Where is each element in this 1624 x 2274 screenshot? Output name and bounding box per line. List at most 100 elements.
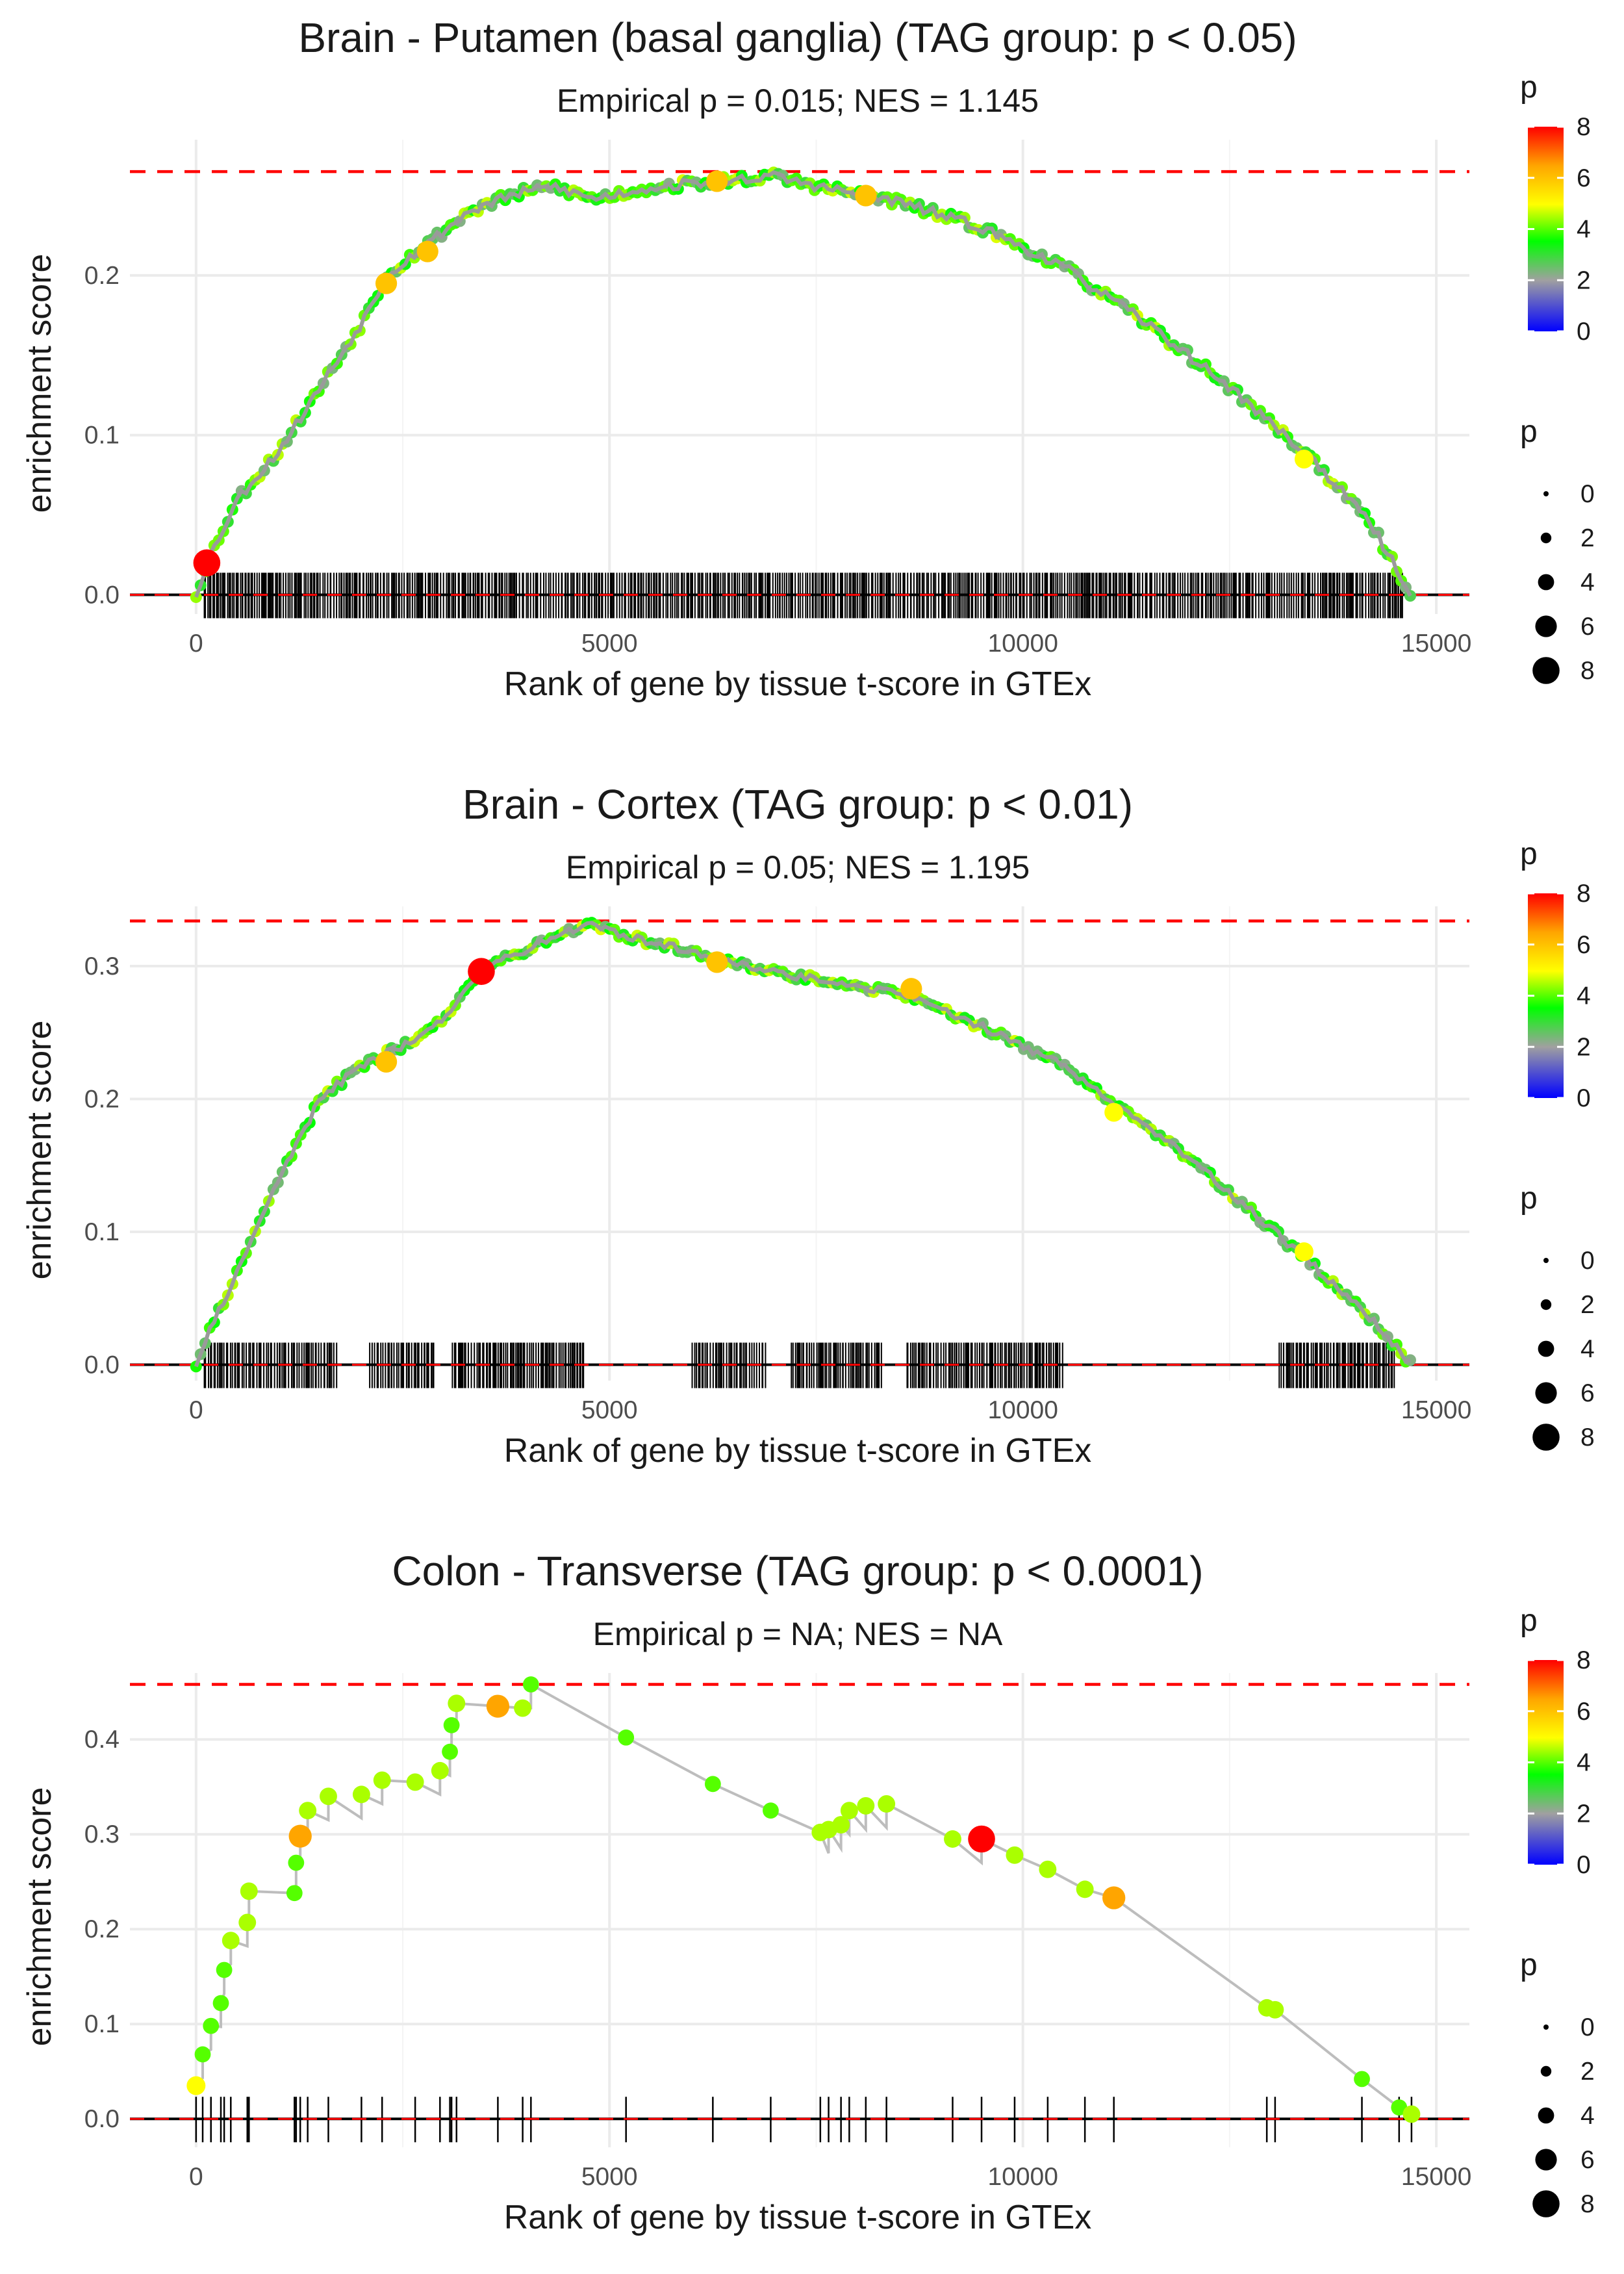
hit-point [878, 1795, 896, 1813]
hit-point [855, 185, 877, 207]
hit-point [216, 1961, 233, 1978]
hit-point [704, 1776, 721, 1793]
size-legend-label: 0 [1580, 1247, 1595, 1275]
panel-title: Colon - Transverse (TAG group: p < 0.000… [392, 1548, 1203, 1594]
panel-colon: Colon - Transverse (TAG group: p < 0.000… [0, 1533, 1624, 2274]
hit-point [968, 1825, 995, 1853]
hit-point [1354, 2071, 1370, 2088]
hit-point [1102, 1886, 1126, 1910]
size-legend-label: 8 [1580, 1424, 1595, 1451]
hit-points [186, 1676, 1421, 2123]
size-legend-dot [1535, 615, 1557, 637]
size-legend-label: 6 [1580, 1379, 1595, 1407]
hit-point [320, 1787, 337, 1806]
size-legend-label: 4 [1580, 1335, 1595, 1363]
size-legend-dot [1535, 1382, 1557, 1404]
y-tick-label: 0.3 [84, 1820, 120, 1848]
y-tick-label: 0.0 [84, 1351, 120, 1379]
size-legend-label: 2 [1580, 2058, 1595, 2086]
hit-point [431, 1761, 449, 1780]
x-tick-label: 10000 [987, 2163, 1058, 2191]
color-legend-label: 0 [1577, 1084, 1591, 1112]
color-legend-label: 4 [1577, 1749, 1591, 1777]
x-tick-label: 10000 [987, 1396, 1058, 1424]
x-tick-label: 15000 [1401, 2163, 1471, 2191]
hit-point [1294, 450, 1313, 469]
color-legend-label: 4 [1577, 982, 1591, 1010]
hit-point [212, 1995, 229, 2012]
hit-point [1391, 2099, 1408, 2116]
size-legend-dot [1532, 657, 1560, 684]
size-legend-dot [1538, 2107, 1554, 2124]
panel-subtitle: Empirical p = NA; NES = NA [593, 1616, 1003, 1652]
size-legend-label: 6 [1580, 613, 1595, 641]
color-legend-label: 0 [1577, 318, 1591, 346]
hit-point [1006, 1846, 1024, 1864]
y-axis-title: enrichment score [21, 1021, 58, 1280]
x-tick-label: 5000 [581, 1396, 638, 1424]
gridlines [130, 140, 1469, 614]
hit-point [352, 1785, 370, 1804]
size-legend-dot [1540, 1299, 1552, 1310]
chart-svg-colon: Colon - Transverse (TAG group: p < 0.000… [21, 1548, 1595, 2236]
size-legend-label: 2 [1580, 1291, 1595, 1319]
y-tick-label: 0.1 [84, 1218, 120, 1246]
hit-point [448, 1694, 466, 1713]
color-legend-title: p [1520, 837, 1538, 871]
color-legend-label: 8 [1577, 1646, 1591, 1674]
size-legend-dot [1540, 532, 1552, 544]
color-legend-label: 4 [1577, 216, 1591, 244]
gridlines [130, 1673, 1469, 2147]
size-legend-label: 4 [1580, 568, 1595, 596]
panel-title: Brain - Putamen (basal ganglia) (TAG gro… [298, 14, 1297, 61]
hit-point [944, 1830, 961, 1848]
y-tick-label: 0.4 [84, 1726, 120, 1754]
hit-point [832, 1816, 850, 1834]
size-legend-label: 2 [1580, 524, 1595, 552]
size-legend-dot [1540, 2065, 1552, 2077]
color-legend-label: 8 [1577, 880, 1591, 908]
color-legend-title: p [1520, 70, 1538, 105]
hit-point [286, 1885, 303, 1902]
x-tick-label: 0 [189, 630, 203, 658]
y-tick-label: 0.1 [84, 422, 120, 450]
x-axis-title: Rank of gene by tissue t-score in GTEx [504, 665, 1092, 703]
hit-point [522, 1676, 539, 1693]
color-legend-title: p [1520, 1603, 1538, 1638]
x-axis-title: Rank of gene by tissue t-score in GTEx [504, 2199, 1092, 2236]
panel-title: Brain - Cortex (TAG group: p < 0.01) [463, 781, 1133, 828]
size-legend-dot [1532, 2190, 1560, 2217]
size-legend-dot [1532, 1424, 1560, 1451]
hit-point [706, 170, 728, 192]
hit-point [222, 1932, 240, 1950]
hit-point [186, 2076, 206, 2095]
size-legend-label: 0 [1580, 480, 1595, 508]
hit-point [486, 1694, 510, 1718]
hit-point [288, 1824, 312, 1848]
size-legend-title: p [1520, 1181, 1538, 1216]
hit-point [1039, 1860, 1057, 1878]
color-legend-label: 0 [1577, 1851, 1591, 1879]
x-tick-label: 0 [189, 1396, 203, 1424]
hit-point [299, 1802, 317, 1820]
hit-point [706, 951, 728, 973]
size-legend-label: 0 [1580, 2013, 1595, 2041]
panel-subtitle: Empirical p = 0.015; NES = 1.145 [557, 83, 1039, 119]
color-legend-label: 2 [1577, 1033, 1591, 1061]
hit-point [618, 1729, 635, 1746]
chart-svg-putamen: Brain - Putamen (basal ganglia) (TAG gro… [21, 14, 1595, 703]
hit-point [238, 1913, 257, 1932]
size-legend-dot [1538, 1340, 1554, 1357]
hit-point [1266, 2000, 1284, 2019]
enrichment-line [194, 921, 1411, 1368]
hit-point [900, 978, 922, 1000]
color-legend-label: 6 [1577, 931, 1591, 959]
y-axis-title: enrichment score [21, 254, 58, 513]
color-legend-label: 8 [1577, 113, 1591, 141]
y-tick-label: 0.3 [84, 952, 120, 980]
panel-putamen: Brain - Putamen (basal ganglia) (TAG gro… [0, 0, 1624, 767]
y-tick-label: 0.1 [84, 2010, 120, 2038]
color-legend-label: 2 [1577, 266, 1591, 294]
x-tick-label: 0 [189, 2163, 203, 2191]
